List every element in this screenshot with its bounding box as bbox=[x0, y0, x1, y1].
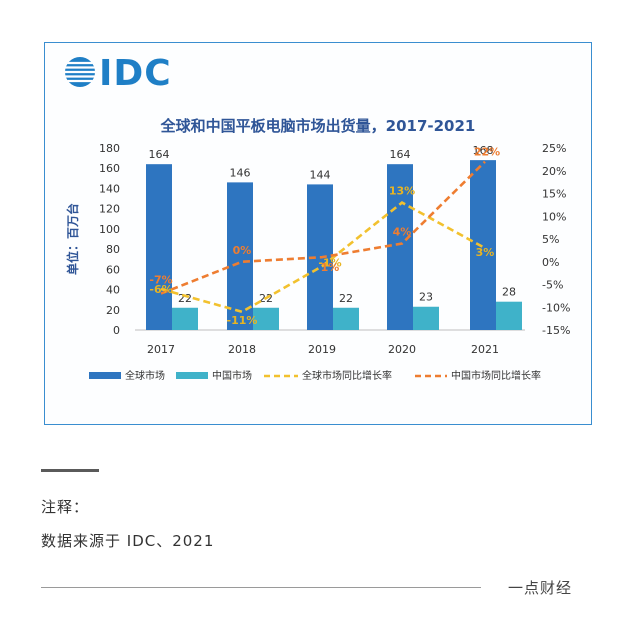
y-tick-label: 160 bbox=[99, 162, 120, 175]
logo-text: IDC bbox=[99, 53, 172, 94]
y2-tick-label: 20% bbox=[542, 165, 566, 178]
bar-global bbox=[227, 182, 253, 330]
china-growth-label: 1% bbox=[321, 261, 340, 274]
y-axis-label: 单位：百万台 bbox=[65, 203, 80, 275]
note-text: 数据来源于 IDC、2021 bbox=[41, 532, 215, 550]
bar-china bbox=[496, 301, 522, 330]
legend-swatch-china bbox=[176, 372, 208, 379]
y-tick-label: 60 bbox=[106, 263, 120, 276]
bar-global-label: 164 bbox=[390, 148, 411, 161]
global-growth-label: 13% bbox=[389, 185, 415, 198]
bar-china bbox=[172, 307, 198, 330]
global-growth-label: -11% bbox=[227, 314, 258, 327]
china-growth-label: 0% bbox=[233, 244, 252, 257]
note-label: 注释： bbox=[41, 498, 90, 516]
bar-global-label: 146 bbox=[230, 166, 251, 179]
y2-tick-label: 5% bbox=[542, 233, 559, 246]
y-tick-label: 20 bbox=[106, 304, 120, 317]
legend-label-global-growth: 全球市场同比增长率 bbox=[302, 369, 392, 382]
global-growth-label: 3% bbox=[476, 246, 495, 259]
china-growth-label: -7% bbox=[149, 274, 172, 287]
y-tick-label: 100 bbox=[99, 223, 120, 236]
legend-label-china-growth: 中国市场同比增长率 bbox=[451, 369, 541, 382]
bar-china bbox=[333, 307, 359, 330]
bar-global-label: 168 bbox=[473, 144, 494, 157]
china-growth-label: 22% bbox=[474, 146, 500, 159]
y-tick-label: 80 bbox=[106, 243, 120, 256]
bar-china-label: 22 bbox=[339, 292, 353, 305]
bar-global-label: 164 bbox=[149, 148, 170, 161]
bar-global-label: 144 bbox=[310, 168, 331, 181]
brand-name: 一点财经 bbox=[508, 579, 573, 597]
chart: IDC 全球和中国平板电脑市场出货量，2017-2021 0 20 40 60 80 100 1… bbox=[64, 53, 570, 382]
y-tick-label: 40 bbox=[106, 284, 120, 297]
bar-global bbox=[470, 160, 496, 330]
divider-bottom bbox=[41, 587, 481, 588]
x-tick-label: 2021 bbox=[471, 343, 499, 356]
legend-label-global: 全球市场 bbox=[125, 369, 165, 382]
divider-short bbox=[41, 469, 99, 472]
bar-china bbox=[413, 306, 439, 330]
x-tick-label: 2019 bbox=[308, 343, 336, 356]
bar-global bbox=[387, 164, 413, 330]
y2-tick-label: 25% bbox=[542, 142, 566, 155]
line-china-growth bbox=[160, 160, 486, 295]
x-tick-label: 2017 bbox=[147, 343, 175, 356]
bar-china-label: 28 bbox=[502, 286, 516, 299]
y2-tick-label: 10% bbox=[542, 210, 566, 223]
y2-tick-label: 15% bbox=[542, 188, 566, 201]
y-tick-label: 0 bbox=[113, 324, 120, 337]
legend-swatch-global bbox=[89, 372, 121, 379]
y2-tick-label: -5% bbox=[542, 279, 563, 292]
x-tick-label: 2020 bbox=[388, 343, 416, 356]
y2-tick-label: -10% bbox=[542, 301, 570, 314]
legend-label-china: 中国市场 bbox=[212, 369, 252, 382]
bar-china bbox=[253, 307, 279, 330]
y2-tick-label: 0% bbox=[542, 256, 559, 269]
bar-china-label: 22 bbox=[178, 292, 192, 305]
global-growth-label: -6% bbox=[149, 283, 172, 296]
y-tick-label: 180 bbox=[99, 142, 120, 155]
y-tick-label: 140 bbox=[99, 182, 120, 195]
x-tick-label: 2018 bbox=[228, 343, 256, 356]
y2-tick-label: -15% bbox=[542, 324, 570, 337]
global-growth-label: -1% bbox=[318, 256, 341, 269]
chart-frame: IDC 全球和中国平板电脑市场出货量，2017-2021 0 20 40 60 80 100 1… bbox=[44, 42, 592, 425]
bar-china-label: 23 bbox=[419, 291, 433, 304]
china-growth-label: 4% bbox=[393, 226, 412, 239]
chart-title: 全球和中国平板电脑市场出货量，2017-2021 bbox=[160, 117, 476, 135]
bar-global bbox=[146, 164, 172, 330]
y-tick-label: 120 bbox=[99, 203, 120, 216]
